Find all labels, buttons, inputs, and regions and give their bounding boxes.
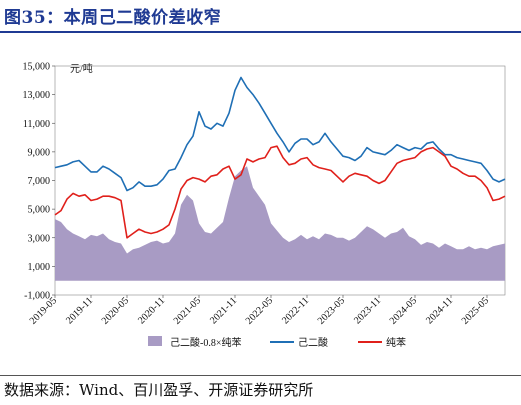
line-layer — [54, 76, 506, 239]
x-tick-label: 2020-11 — [136, 295, 167, 326]
y-tick-label: 13,000 — [23, 90, 51, 101]
legend: 己二酸-0.8×纯苯 己二酸 纯苯 — [148, 336, 406, 349]
x-tick-label: 2020-05 — [100, 295, 131, 326]
y-tick-label: 15,000 — [23, 62, 51, 73]
x-tick-label: 2023-11 — [352, 295, 383, 326]
series-line-benzene — [54, 145, 506, 239]
source-note: 数据来源：Wind、百川盈孚、开源证券研究所 — [4, 381, 314, 399]
x-tick-label: 2022-05 — [244, 295, 275, 326]
legend-swatch-area — [148, 336, 162, 346]
x-tick-label: 2021-05 — [172, 295, 203, 326]
y-tick-label: 7,000 — [28, 176, 51, 187]
y-axis: -1,000 1,000 3,000 5,000 7,000 9,000 11,000 13,… — [23, 62, 55, 302]
x-tick-label: 2021-11 — [208, 295, 239, 326]
area-layer — [55, 166, 505, 281]
chart-title: 图35：本周己二酸价差收窄 — [4, 8, 222, 28]
y-tick-label: 11,000 — [23, 119, 50, 130]
x-tick-label: 2025-05 — [460, 295, 491, 326]
legend-label: 纯苯 — [386, 336, 406, 349]
spread-chart: -1,000 1,000 3,000 5,000 7,000 9,000 11,000 13,… — [23, 62, 506, 349]
title-divider — [0, 31, 521, 33]
y-tick-label: 9,000 — [28, 147, 51, 158]
y-tick-label: 1,000 — [28, 262, 51, 273]
series-area-spread — [55, 166, 505, 281]
x-axis: 2019-05 2019-11 2020-05 2020-11 2021-05 2021-… — [28, 295, 491, 327]
x-tick-label: 2023-05 — [316, 295, 347, 326]
y-tick-label: 5,000 — [28, 205, 51, 216]
y-tick-label: 3,000 — [28, 233, 51, 244]
source-divider — [0, 375, 521, 376]
x-tick-label: 2019-11 — [64, 295, 95, 326]
legend-label: 己二酸-0.8×纯苯 — [170, 336, 241, 349]
legend-label: 己二酸 — [298, 336, 328, 349]
x-tick-label: 2024-11 — [424, 295, 455, 326]
x-tick-label: 2022-11 — [280, 295, 311, 326]
series-line-adipic-acid — [54, 76, 506, 192]
y-tick-label: -1,000 — [24, 291, 50, 302]
x-tick-label: 2024-05 — [388, 295, 419, 326]
unit-label: 元/吨 — [70, 62, 93, 75]
